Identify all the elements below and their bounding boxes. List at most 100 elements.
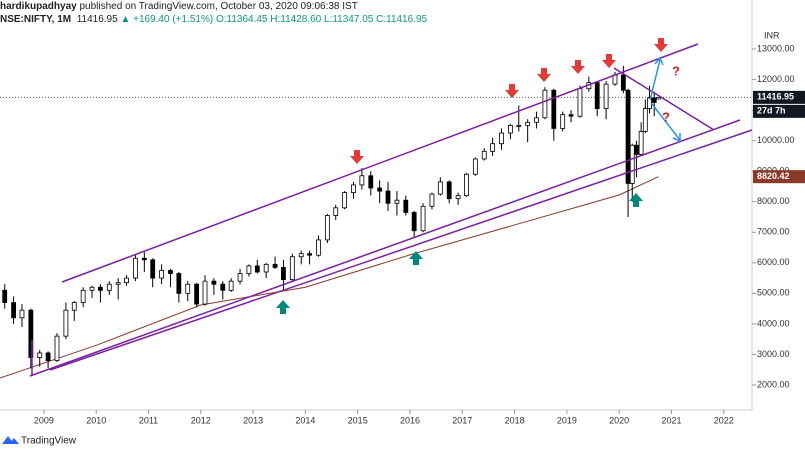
candle-body: [594, 82, 600, 109]
candle-body: [472, 158, 478, 175]
candle-body: [28, 309, 34, 358]
y-tick-label: 8000.00: [757, 196, 790, 206]
candle-body: [185, 283, 191, 294]
y-tick-label: 2000.00: [757, 379, 790, 389]
candle-body: [80, 289, 86, 303]
annotation: ?: [672, 63, 680, 78]
last-price: 11416.95: [757, 92, 794, 102]
candle-body: [298, 253, 304, 258]
candle-body: [429, 193, 435, 207]
candle-body: [551, 89, 557, 129]
down-arrow: [537, 68, 551, 82]
arrow-head: [672, 133, 681, 143]
ma-value: 8820.42: [757, 171, 790, 181]
up-arrow: [276, 300, 290, 314]
candle-body: [629, 144, 635, 184]
candle-body: [168, 270, 173, 274]
candle-body: [534, 117, 539, 123]
candle-body: [141, 257, 147, 261]
change: ▲ +169.40 (+1.51%): [120, 14, 214, 25]
candle-body: [228, 280, 234, 291]
candle-body: [411, 212, 417, 232]
candle-body: [246, 265, 252, 274]
candle-body: [281, 267, 286, 281]
candle-body: [289, 256, 295, 281]
candle-body: [307, 253, 312, 256]
up-arrow: [409, 251, 423, 265]
projection-arrow: [651, 103, 681, 141]
x-tick-label: 2020: [609, 415, 629, 425]
annotation: ?: [662, 109, 670, 124]
candle-body: [106, 283, 112, 291]
candle-body: [655, 96, 661, 100]
last-price-box: [753, 90, 805, 104]
candle-body: [638, 131, 644, 155]
down-arrow: [571, 60, 585, 74]
x-tick-label: 2017: [452, 415, 472, 425]
x-tick-label: 2015: [348, 415, 368, 425]
candle-body: [642, 108, 648, 132]
published: published on TradingView.com, October 03…: [76, 1, 358, 12]
trend-line: [613, 67, 715, 131]
x-tick-label: 2016: [400, 415, 420, 425]
y-tick-label: 12000.00: [757, 74, 795, 84]
candle-body: [385, 190, 391, 204]
down-arrow: [350, 150, 364, 164]
y-tick-label: 7000.00: [757, 227, 790, 237]
candle-body: [577, 88, 583, 117]
candle-body: [98, 286, 103, 291]
candle-body: [525, 121, 531, 126]
candle-body: [11, 302, 16, 319]
header: hardikupadhyay published on TradingView.…: [0, 0, 427, 26]
ohlc: H:11428.60: [270, 14, 322, 25]
candle-body: [19, 309, 25, 319]
candle-body: [464, 173, 469, 197]
countdown: 27d 7h: [757, 106, 786, 116]
candle-body: [420, 205, 426, 232]
candle-body: [124, 277, 129, 284]
candle-body: [368, 175, 374, 189]
author: hardikupadhyay: [0, 1, 77, 12]
candle-body: [324, 215, 330, 241]
candle-body: [237, 273, 243, 282]
ma-value-box: [753, 170, 805, 184]
candle-body: [568, 114, 574, 117]
x-tick-label: 2019: [557, 415, 577, 425]
symbol-line: NSE:NIFTY, 1M 11416.95 ▲ +169.40 (+1.51%…: [0, 13, 427, 26]
ohlc: C:11416.95: [376, 14, 428, 25]
candle-body: [603, 83, 609, 109]
down-arrow: [602, 54, 616, 68]
candle-body: [316, 239, 321, 256]
currency: INR: [764, 30, 780, 40]
x-tick-label: 2021: [661, 415, 681, 425]
trend-line: [49, 129, 753, 371]
candle-body: [625, 89, 631, 184]
down-arrow: [505, 84, 519, 98]
candle-body: [272, 263, 278, 268]
candle-body: [202, 280, 208, 305]
candle-body: [342, 192, 348, 209]
candle-body: [455, 195, 461, 200]
y-tick-label: 10000.00: [757, 135, 795, 145]
candle-body: [499, 132, 504, 145]
ohlc: L:11347.05: [324, 14, 374, 25]
x-tick-label: 2011: [139, 415, 158, 425]
candle-body: [89, 286, 95, 291]
candle-body: [542, 89, 548, 119]
candle-body: [115, 282, 121, 285]
candle-body: [377, 187, 383, 192]
projection-arrow: [649, 59, 661, 101]
candle-body: [211, 280, 217, 285]
logo-icon: [2, 436, 19, 444]
candle-body: [45, 352, 51, 361]
candle-body: [351, 184, 356, 193]
publish-line: hardikupadhyay published on TradingView.…: [0, 0, 427, 13]
ohlc: O:11364.45: [215, 14, 268, 25]
candle-body: [263, 263, 269, 273]
candle-body: [437, 181, 443, 195]
candle-body: [516, 124, 522, 127]
candle-body: [359, 175, 365, 186]
candle-body: [394, 199, 400, 204]
